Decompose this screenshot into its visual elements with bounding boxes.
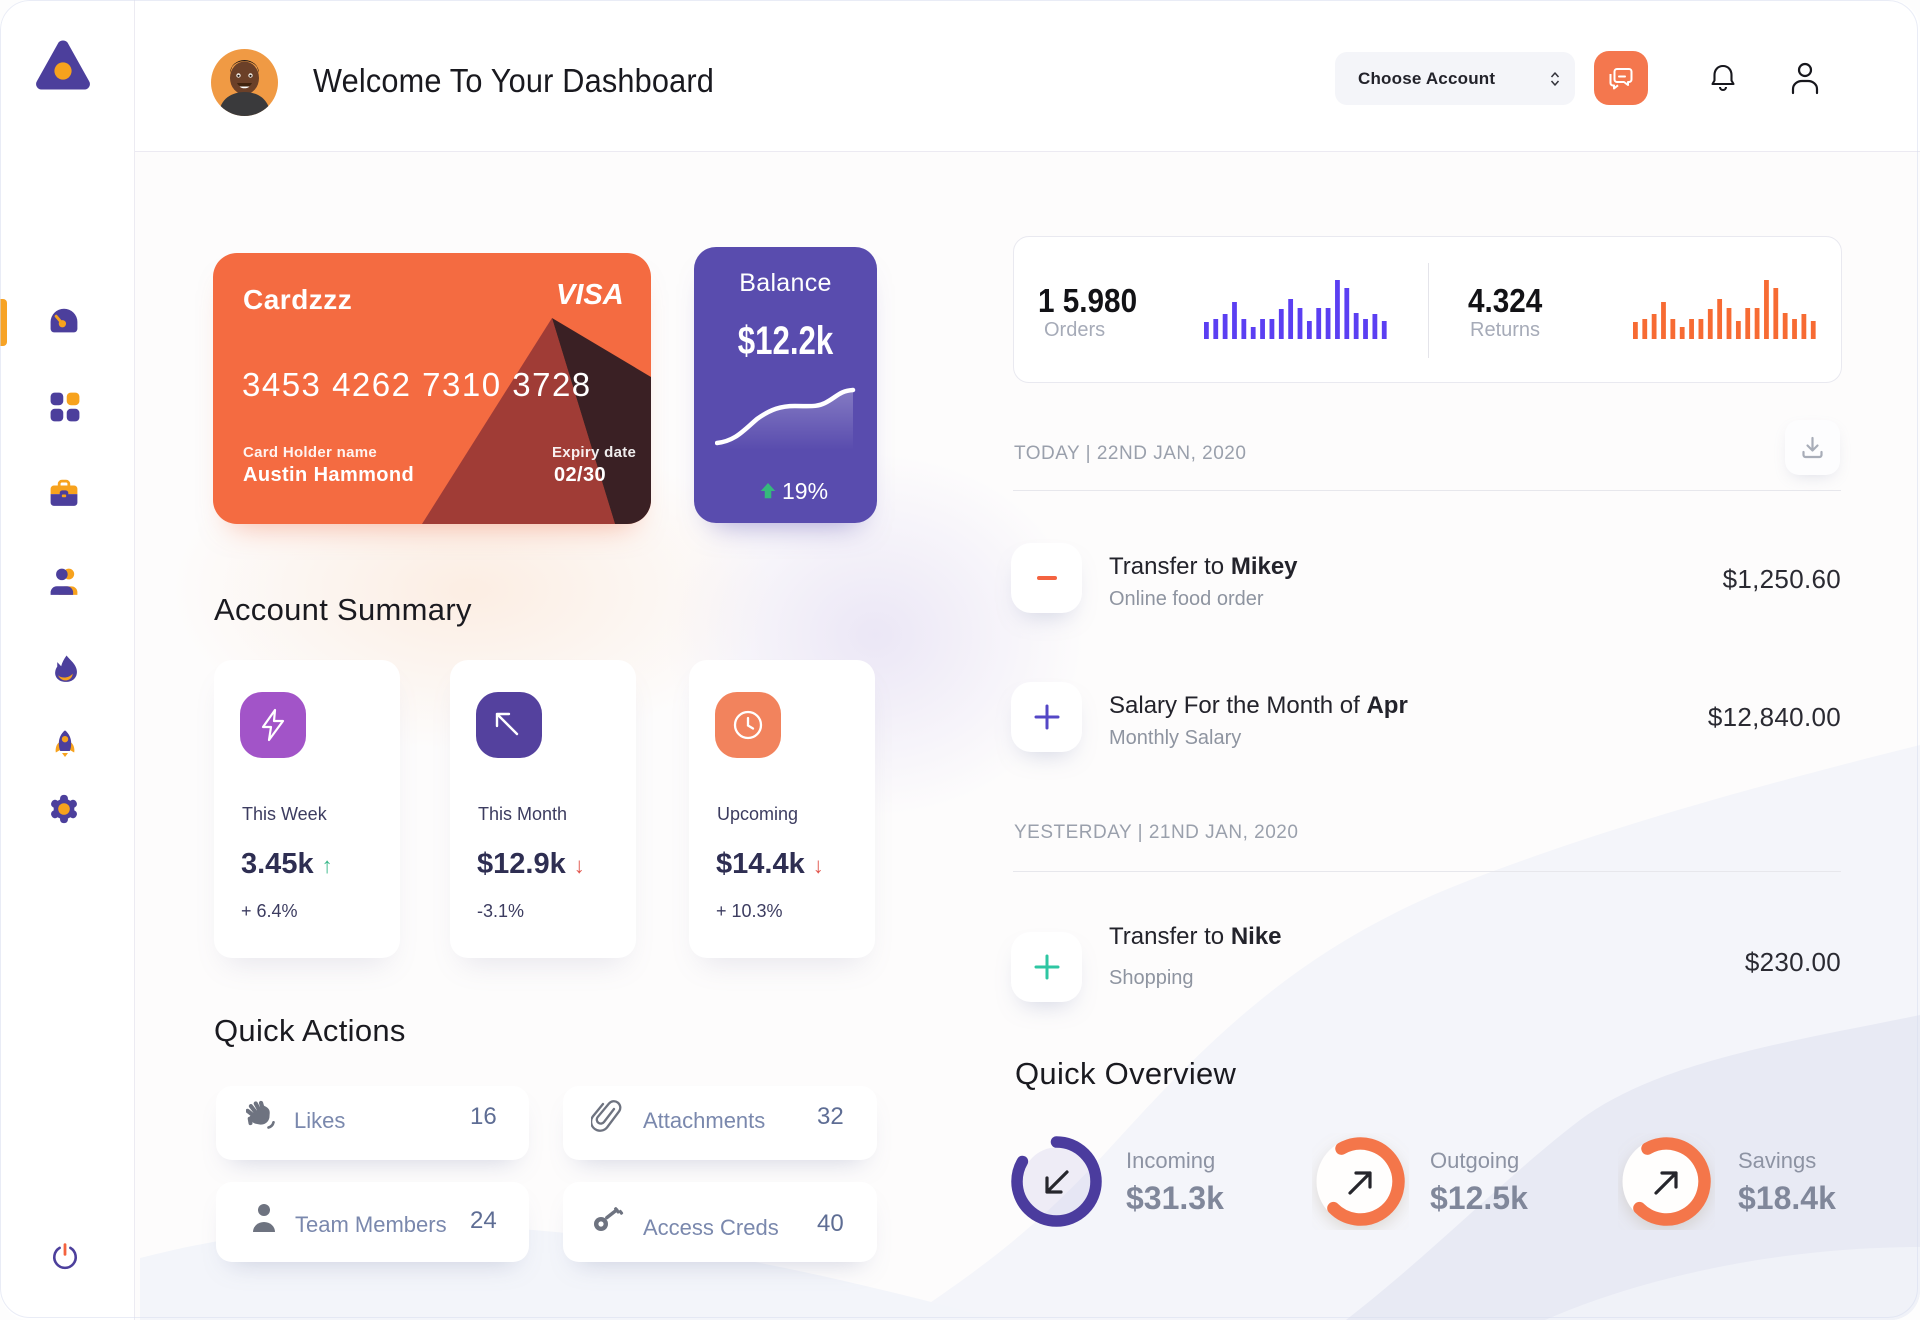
- svg-text:VISA: VISA: [556, 283, 624, 309]
